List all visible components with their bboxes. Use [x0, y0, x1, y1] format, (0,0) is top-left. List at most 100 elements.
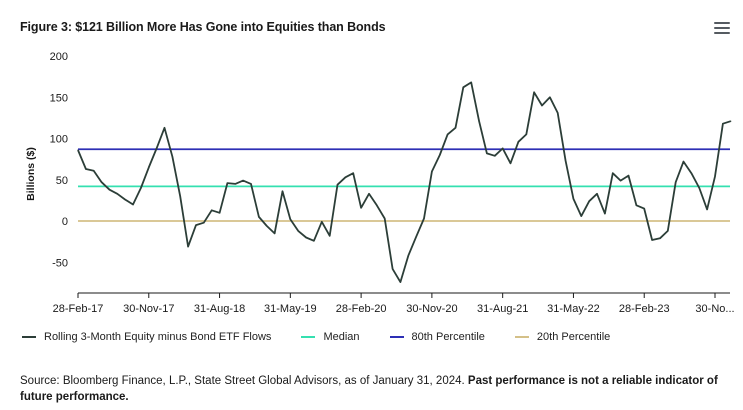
data-point	[533, 91, 535, 93]
data-point	[148, 166, 150, 168]
data-point	[620, 179, 622, 182]
data-point	[329, 235, 331, 237]
data-point	[321, 221, 323, 223]
data-point	[140, 187, 142, 189]
legend-item-20th[interactable]: 20th Percentile	[514, 331, 610, 343]
data-point	[399, 281, 402, 283]
data-point	[195, 224, 197, 226]
y-tick-label: 100	[50, 134, 68, 146]
series-line	[77, 81, 731, 284]
median-swatch	[301, 336, 316, 338]
data-point	[281, 190, 284, 192]
series-swatch	[22, 336, 36, 338]
data-point	[730, 120, 732, 122]
data-point	[557, 112, 559, 114]
source-note: Source: Bloomberg Finance, L.P., State S…	[20, 373, 725, 405]
data-point	[675, 181, 677, 183]
data-point	[596, 193, 598, 195]
data-point	[211, 209, 213, 211]
data-point	[77, 149, 79, 151]
data-point	[116, 193, 118, 195]
data-point	[289, 218, 291, 220]
data-point	[470, 81, 472, 83]
data-point	[108, 189, 111, 191]
x-tick-label: 28-Feb-23	[619, 303, 670, 315]
x-tick-label: 30-No...	[695, 303, 734, 315]
legend-item-series[interactable]: Rolling 3-Month Equity minus Bond ETF Fl…	[22, 331, 271, 343]
data-point	[203, 222, 205, 224]
data-point	[242, 179, 244, 182]
chart-legend: Rolling 3-Month Equity minus Bond ETF Fl…	[22, 331, 640, 343]
data-point	[124, 198, 126, 201]
data-point	[431, 170, 433, 173]
data-point	[313, 240, 315, 242]
data-point	[643, 208, 645, 210]
data-point	[132, 203, 134, 206]
data-point	[588, 200, 590, 202]
data-point	[226, 182, 229, 184]
x-tick-label: 31-Aug-18	[194, 303, 245, 315]
data-point	[266, 225, 268, 227]
data-point	[478, 120, 480, 122]
data-point	[93, 170, 95, 172]
data-point	[179, 195, 181, 197]
data-point	[714, 175, 716, 178]
data-point	[509, 162, 512, 164]
data-point	[564, 160, 567, 162]
data-point	[360, 207, 362, 209]
data-point	[447, 133, 449, 135]
data-point	[525, 133, 527, 135]
data-point	[604, 212, 606, 215]
data-point	[580, 215, 582, 217]
legend-item-median[interactable]: Median	[301, 331, 360, 343]
data-point	[344, 176, 346, 178]
data-point	[336, 184, 339, 186]
chart-title: Figure 3: $121 Billion More Has Gone int…	[20, 20, 386, 34]
data-point	[415, 236, 417, 238]
data-point	[100, 181, 103, 183]
data-point	[541, 104, 543, 107]
data-point	[659, 237, 661, 239]
data-point	[352, 172, 354, 174]
data-point	[462, 86, 464, 88]
line-chart: 200 150 100 50 0 -50 28-Feb-17 30-Nov-17 31-Aug…	[25, 51, 735, 315]
data-point	[572, 198, 575, 200]
data-point	[549, 96, 551, 98]
legend-label-80th: 80th Percentile	[411, 331, 485, 343]
data-point	[706, 208, 708, 211]
x-tick-label: 31-May-22	[547, 303, 600, 315]
data-point	[627, 175, 630, 177]
data-point	[722, 123, 724, 125]
data-point	[391, 268, 394, 270]
data-point	[250, 183, 252, 185]
data-point	[612, 172, 614, 174]
data-point	[368, 193, 370, 195]
disclaimer-text: Past performance is not a reliable indic…	[20, 375, 718, 403]
p80-swatch	[389, 336, 404, 338]
x-tick-label: 28-Feb-20	[336, 303, 387, 315]
y-tick-label: -50	[52, 257, 68, 269]
data-point	[171, 156, 173, 158]
data-point	[384, 217, 386, 220]
data-point	[163, 127, 166, 129]
data-point	[423, 217, 425, 220]
data-point	[156, 147, 158, 149]
data-point	[690, 172, 693, 174]
hamburger-menu-icon[interactable]	[714, 21, 730, 35]
x-tick-label: 30-Nov-20	[406, 303, 457, 315]
data-point	[651, 239, 653, 241]
data-point	[297, 230, 299, 232]
p20-swatch	[514, 336, 529, 338]
data-point	[85, 168, 87, 170]
y-tick-label: 50	[56, 175, 68, 187]
data-point	[698, 187, 700, 189]
data-point	[682, 161, 685, 163]
data-point	[376, 204, 378, 206]
y-tick-label: 200	[50, 51, 68, 63]
data-point	[635, 204, 637, 206]
x-tick-label: 28-Feb-17	[53, 303, 104, 315]
legend-item-80th[interactable]: 80th Percentile	[389, 331, 485, 343]
data-point	[258, 216, 260, 218]
y-tick-label: 0	[62, 216, 68, 228]
legend-label-series: Rolling 3-Month Equity minus Bond ETF Fl…	[44, 331, 272, 343]
